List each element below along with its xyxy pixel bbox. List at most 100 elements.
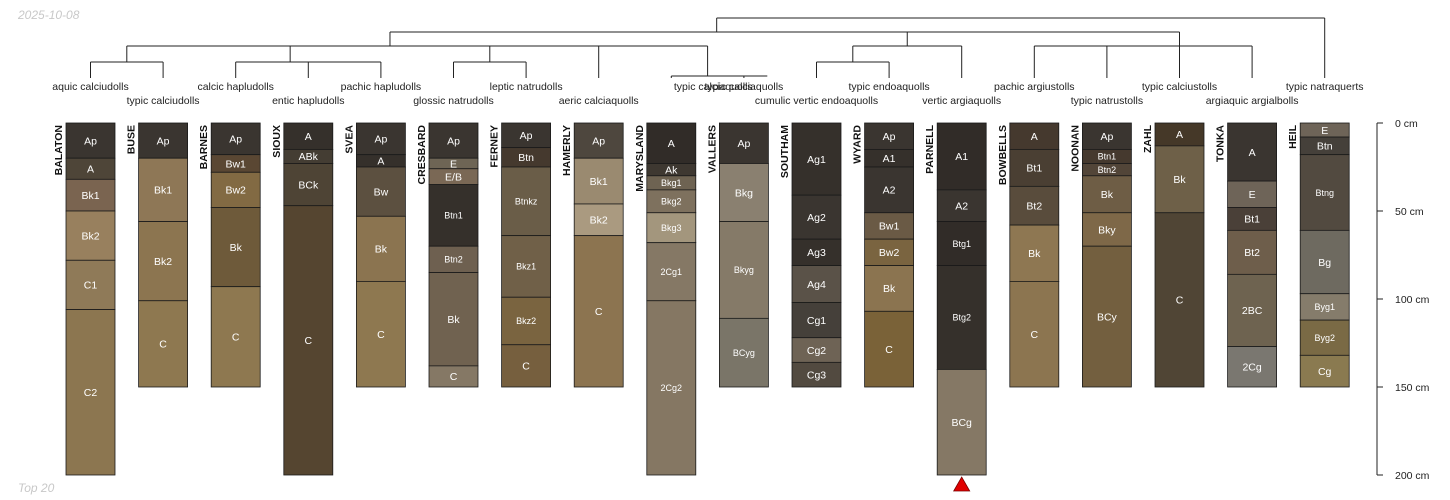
horizon-label: A [668,138,675,150]
taxon-label: typic natrustolls [1071,95,1143,107]
horizon [65,178,116,212]
horizon [791,302,842,339]
horizon-label: 2Cg [1242,362,1261,374]
horizon-label: C [450,371,458,383]
horizon-label: C [232,332,240,344]
horizon-label: Bkg2 [661,197,682,207]
horizon [573,235,624,388]
profile-name: VALLERS [706,125,718,173]
horizon-label: Bw1 [879,221,900,233]
horizon-label: E [1321,125,1328,137]
horizon [428,184,479,247]
horizon-label: Btnkz [515,197,538,207]
horizon-label: ABk [299,151,319,163]
horizon-label: Bk [447,314,460,326]
soil-profile: BUSE Ap Bk1 Bk2 C [126,122,189,388]
horizon-label: Bk2 [154,256,172,268]
soil-profile: CRESBARD Ap EE/B Btn1 Btn2 Bk C [416,122,479,388]
horizon-label: C [377,329,385,341]
horizon-label: C [305,335,313,347]
taxon-label: typic natraquerts [1286,81,1364,93]
horizon-label: Ag1 [807,154,826,166]
horizon [1227,346,1277,388]
horizon [864,212,914,240]
horizon [1154,212,1205,388]
taxon-label: aquic calciudolls [52,81,128,93]
soil-profile: FERNEY Ap Btn Btnkz Bkz1 Bkz2 C [489,122,552,388]
horizon-label: Bk [1173,174,1186,186]
soil-profile: MARYSLAND A Ak Bkg1 Bkg2 Bkg3 2Cg1 2Cg2 [634,122,697,476]
profile-name: HAMERLY [561,125,573,176]
taxon-label: vertic argiaquolls [922,95,1001,107]
horizon-label: BCk [298,179,319,191]
horizon-label: A [377,156,384,168]
horizon [791,265,842,303]
horizon [1299,354,1350,388]
horizon [573,203,624,237]
horizon-label: Bk [1028,248,1041,260]
soil-profile: WYARD Ap A1 A2 Bw1 Bw2 Bk C [852,122,914,388]
horizon [719,163,769,222]
horizon-label: BCy [1097,311,1118,323]
horizon-label: Ap [157,135,170,147]
horizon-label: BCg [951,417,972,429]
horizon [501,235,552,298]
horizon-label: C [595,306,603,318]
taxon-label: typic calciustolls [1142,81,1217,93]
soil-profile: NOONAN Ap Btn1 Btn2 Bk Bky BCy [1069,122,1132,388]
taxon-label: argiaquic argialbolls [1206,95,1299,107]
horizon [791,238,842,266]
horizon [210,122,261,156]
depth-tick-label: 200 cm [1395,470,1430,482]
horizon-label: Btn1 [1098,152,1117,162]
profile-name: BARNES [198,125,210,169]
horizon-label: Ak [665,164,678,176]
horizon-label: C [1176,295,1184,307]
horizon [283,205,334,476]
horizon [428,272,479,367]
horizon [573,122,624,159]
taxon-label: typic calciudolls [127,95,200,107]
horizon [501,122,552,149]
horizon [864,265,914,312]
profile-name: MARYSLAND [634,125,646,192]
horizon-label: Cg2 [807,345,826,357]
horizon [646,212,697,244]
horizon [719,317,769,388]
taxon-label: cumulic vertic endoaquolls [755,95,878,107]
horizon [1082,175,1132,214]
depth-tick-label: 50 cm [1395,206,1424,218]
horizon-label: A [87,164,94,176]
horizon [864,310,914,388]
horizon [428,122,479,159]
horizon-label: A2 [955,201,968,213]
horizon-label: Bkg1 [661,178,682,188]
soil-profile: SVEA Ap A Bw Bk C [343,122,406,388]
horizon [1082,245,1132,388]
horizon-label: A [305,131,312,143]
horizon-label: A [1031,131,1038,143]
horizon-label: Byg2 [1314,333,1335,343]
horizon-label: Ap [883,131,896,143]
profile-name: FERNEY [489,125,501,168]
taxon-label: pachic argiustolls [994,81,1075,93]
horizon [1299,154,1350,231]
depth-tick-label: 150 cm [1395,382,1430,394]
horizon-label: Bk [230,242,243,254]
taxon-label: typic calciaquolls [674,81,753,93]
horizon-label: Bk1 [590,176,608,188]
horizon-label: Bkz2 [516,316,536,326]
horizon [65,309,116,476]
horizon [1227,122,1277,182]
horizon [1082,122,1132,150]
horizon-label: Btg2 [952,313,971,323]
horizon-label: Bk1 [154,185,172,197]
profile-name: PARNELL [924,124,936,173]
profile-name: BOWBELLS [997,125,1009,185]
horizon [719,122,769,164]
taxon-label: entic hapludolls [272,95,344,107]
soil-profile: BARNES Ap Bw1 Bw2 Bk C [198,122,261,388]
soil-profile: SIOUX A ABk BCk C [271,122,334,476]
soil-profile: ZAHL A Bk C [1142,122,1205,388]
